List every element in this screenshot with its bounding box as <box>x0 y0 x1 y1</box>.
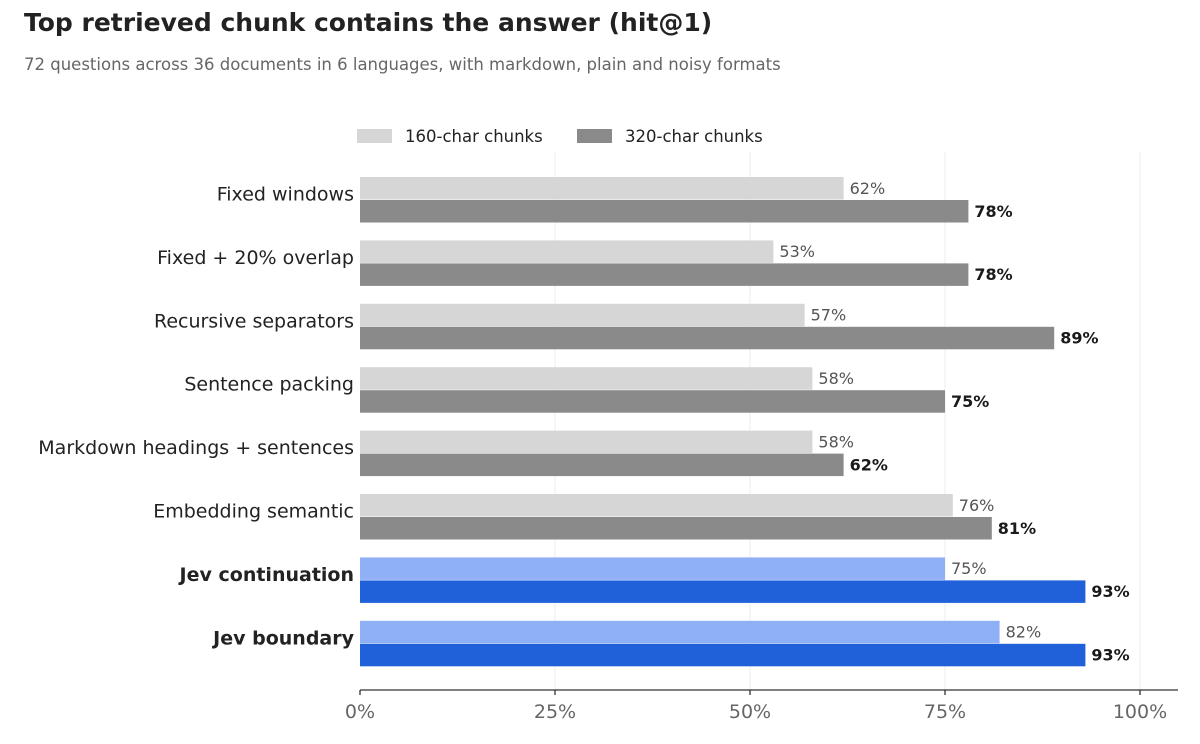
chart-title: Top retrieved chunk contains the answer … <box>24 8 713 37</box>
bars <box>360 177 1086 667</box>
x-tick-label-0: 0% <box>345 701 375 723</box>
value-label-embedding-semantic-160-char-chunks: 76% <box>959 496 995 515</box>
value-label-recursive-separators-160-char-chunks: 57% <box>811 306 847 325</box>
legend: 160-char chunks 320-char chunks <box>357 127 763 146</box>
category-label-jev-boundary: Jev boundary <box>211 627 354 649</box>
value-label-fixed-windows-320-char-chunks: 78% <box>974 202 1012 221</box>
x-tick-label-100: 100% <box>1113 701 1167 723</box>
bar-markdown-headings-sentences-160-char-chunks <box>360 430 813 454</box>
value-label-fixed-windows-160-char-chunks: 62% <box>850 179 886 198</box>
legend-label-160-char-chunks: 160-char chunks <box>405 127 543 146</box>
value-labels: 62% 78% 53% 78% 57% 89% 58% 75% 58% 62% 76%81% 75% 9… <box>779 179 1129 665</box>
value-label-jev-boundary-320-char-chunks: 93% <box>1091 646 1129 665</box>
category-label-recursive-separators: Recursive separators <box>154 310 354 332</box>
bar-recursive-separators-320-char-chunks <box>360 326 1055 350</box>
value-label-embedding-semantic-320-char-chunks: 81% <box>998 519 1036 538</box>
category-label-embedding-semantic: Embedding semantic <box>153 501 354 523</box>
x-axis: 0% 25% 50% 75% 100% <box>345 689 1178 723</box>
bar-sentence-packing-320-char-chunks <box>360 390 945 413</box>
bar-jev-boundary-320-char-chunks <box>360 643 1086 667</box>
category-label-fixed-20-overlap: Fixed + 20% overlap <box>157 247 354 269</box>
bar-embedding-semantic-160-char-chunks <box>360 494 953 517</box>
value-label-jev-continuation-160-char-chunks: 75% <box>951 559 987 578</box>
category-label-jev-continuation: Jev continuation <box>178 564 354 586</box>
legend-swatch-320-char-chunks <box>577 129 612 143</box>
x-tick-label-25: 25% <box>534 701 576 723</box>
chart-subtitle: 72 questions across 36 documents in 6 la… <box>24 55 781 74</box>
category-label-fixed-windows: Fixed windows <box>217 184 354 206</box>
bar-jev-continuation-320-char-chunks <box>360 580 1086 603</box>
bar-jev-continuation-160-char-chunks <box>360 557 945 580</box>
legend-label-320-char-chunks: 320-char chunks <box>625 127 763 146</box>
bar-jev-boundary-160-char-chunks <box>360 620 1000 644</box>
grid-lines <box>554 152 1141 690</box>
category-label-markdown-headings-sentences: Markdown headings + sentences <box>38 437 354 459</box>
bar-sentence-packing-160-char-chunks <box>360 367 813 390</box>
legend-swatch-160-char-chunks <box>357 129 392 143</box>
bar-markdown-headings-sentences-320-char-chunks <box>360 453 844 477</box>
value-label-jev-continuation-320-char-chunks: 93% <box>1091 582 1129 601</box>
value-label-markdown-headings-sentences-320-char-chunks: 62% <box>850 455 888 474</box>
value-label-jev-boundary-160-char-chunks: 82% <box>1006 623 1042 642</box>
value-label-fixed-20-overlap-320-char-chunks: 78% <box>974 265 1012 284</box>
value-label-fixed-20-overlap-160-char-chunks: 53% <box>779 242 815 261</box>
category-label-sentence-packing: Sentence packing <box>184 374 354 396</box>
bar-fixed-windows-160-char-chunks <box>360 177 844 200</box>
value-label-markdown-headings-sentences-160-char-chunks: 58% <box>818 432 854 451</box>
category-labels: Fixed windows Fixed + 20% overlap Recursiv… <box>38 184 354 650</box>
x-tick-label-50: 50% <box>729 701 771 723</box>
x-tick-label-75: 75% <box>924 701 966 723</box>
bar-fixed-20-overlap-320-char-chunks <box>360 263 969 286</box>
bar-fixed-20-overlap-160-char-chunks <box>360 240 774 263</box>
value-label-sentence-packing-160-char-chunks: 58% <box>818 369 854 388</box>
bar-embedding-semantic-320-char-chunks <box>360 517 992 540</box>
value-label-recursive-separators-320-char-chunks: 89% <box>1060 329 1098 348</box>
bar-fixed-windows-320-char-chunks <box>360 200 969 223</box>
bar-recursive-separators-160-char-chunks <box>360 303 805 327</box>
value-label-sentence-packing-320-char-chunks: 75% <box>951 392 989 411</box>
